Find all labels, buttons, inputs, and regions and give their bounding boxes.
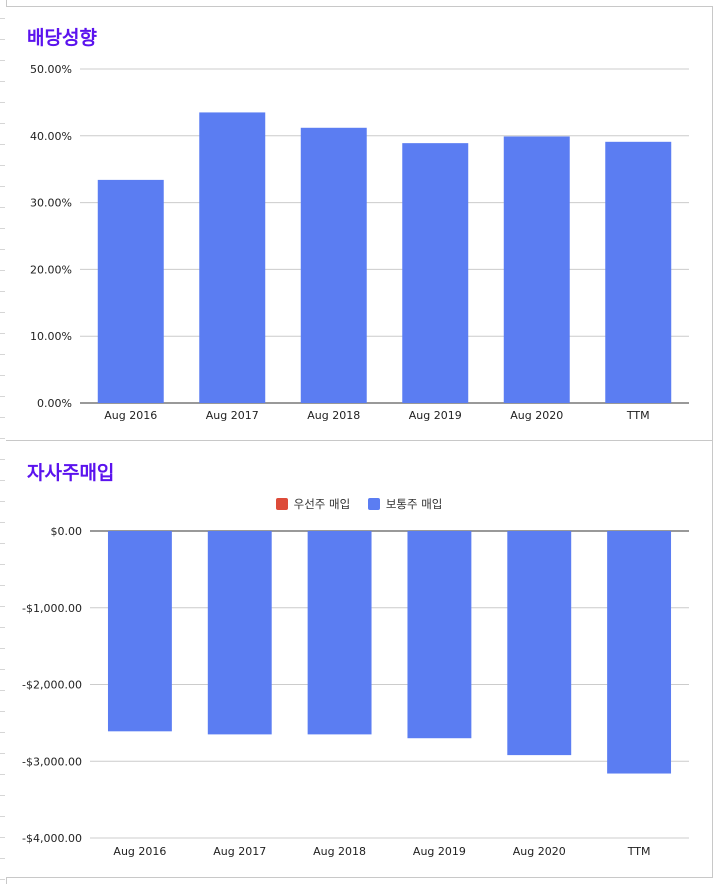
frame-tick [0,564,5,565]
bar [207,531,272,735]
share-buyback-chart: $0.00 -$1,000.00 -$2,000.00 -$3,000.00 -$4,0… [22,525,689,858]
chart-legend: 우선주 매입 보통주 매입 [6,496,712,512]
x-tick-label: Aug 2019 [413,845,466,858]
frame-tick [0,354,5,355]
frame-tick [0,396,5,397]
frame-tick [0,312,5,313]
frame-tick [0,480,5,481]
frame-tick [0,585,5,586]
legend-item-preferred: 우선주 매입 [275,496,351,512]
frame-tick [0,438,5,439]
frame-tick [0,795,5,796]
y-tick-label: 30.00% [30,197,72,210]
x-tick-label: Aug 2019 [409,409,462,422]
chart-title-dividend-payout: 배당성향 [27,27,97,49]
legend-label-common: 보통주 매입 [385,497,443,511]
y-tick-label: -$1,000.00 [22,602,82,615]
x-tick-label: Aug 2020 [510,409,563,422]
legend-swatch-common [367,498,380,510]
frame-tick [0,858,5,859]
frame-tick [0,39,5,40]
frame-tick [0,753,5,754]
frame-tick [0,837,5,838]
y-tick-label: 10.00% [30,330,72,343]
frame-tick [0,879,5,880]
y-tick-label: -$2,000.00 [22,679,82,692]
frame-tick [0,459,5,460]
frame-tick [0,774,5,775]
frame-tick [0,207,5,208]
y-tick-label: -$4,000.00 [22,832,82,845]
bar [607,531,672,774]
frame-tick [0,627,5,628]
frame-tick [0,165,5,166]
frame-tick [0,501,5,502]
frame-tick [0,270,5,271]
bar [605,141,672,403]
frame-tick [0,81,5,82]
bar [507,531,572,756]
frame-tick [0,690,5,691]
y-tick-label: -$3,000.00 [22,755,82,768]
frame-tick [0,669,5,670]
x-tick-label: Aug 2018 [307,409,360,422]
frame-tick [0,228,5,229]
frame-tick [0,186,5,187]
bar [97,179,164,403]
x-tick-label: TTM [626,409,650,422]
bar [402,143,469,403]
x-tick-label: Aug 2016 [113,845,166,858]
frame-tick [0,375,5,376]
bar [503,136,570,403]
y-tick-label: 20.00% [30,263,72,276]
chart-title-share-buyback: 자사주매입 [27,462,115,484]
x-tick-label: Aug 2018 [313,845,366,858]
x-tick-label: TTM [627,845,651,858]
x-tick-label: Aug 2017 [213,845,266,858]
frame-tick [0,648,5,649]
frame-tick [0,417,5,418]
frame-tick [0,606,5,607]
frame-tick [0,102,5,103]
frame-tick [0,60,5,61]
legend-item-common: 보통주 매입 [367,496,443,512]
bar [307,531,372,735]
frame-tick [0,522,5,523]
x-tick-label: Aug 2017 [206,409,259,422]
bar [300,127,367,403]
dividend-payout-chart-panel: 배당성향 0.00% 10.00% 20.00% 30.00% 40.00% 50.00%… [6,6,713,441]
dividend-payout-chart: 0.00% 10.00% 20.00% 30.00% 40.00% 50.00% Aug 2… [30,63,689,422]
frame-tick [0,543,5,544]
legend-label-preferred: 우선주 매입 [293,497,351,511]
share-buyback-chart-panel: 자사주매입 우선주 매입 보통주 매입 $0.00 -$1,000.00 -$2,0… [6,440,713,878]
y-tick-label: 50.00% [30,63,72,76]
bar [107,531,172,732]
frame-tick [0,732,5,733]
frame-tick [0,711,5,712]
frame-tick [0,249,5,250]
x-tick-label: Aug 2020 [513,845,566,858]
y-tick-label: 40.00% [30,130,72,143]
frame-tick [0,333,5,334]
frame-tick [0,18,5,19]
y-tick-label: 0.00% [37,397,72,410]
x-tick-label: Aug 2016 [104,409,157,422]
frame-tick [0,816,5,817]
y-tick-label: $0.00 [51,525,83,538]
legend-swatch-preferred [275,498,288,510]
frame-tick [0,144,5,145]
bar [407,531,472,739]
frame-tick [0,291,5,292]
frame-tick [0,123,5,124]
bar [199,112,266,404]
